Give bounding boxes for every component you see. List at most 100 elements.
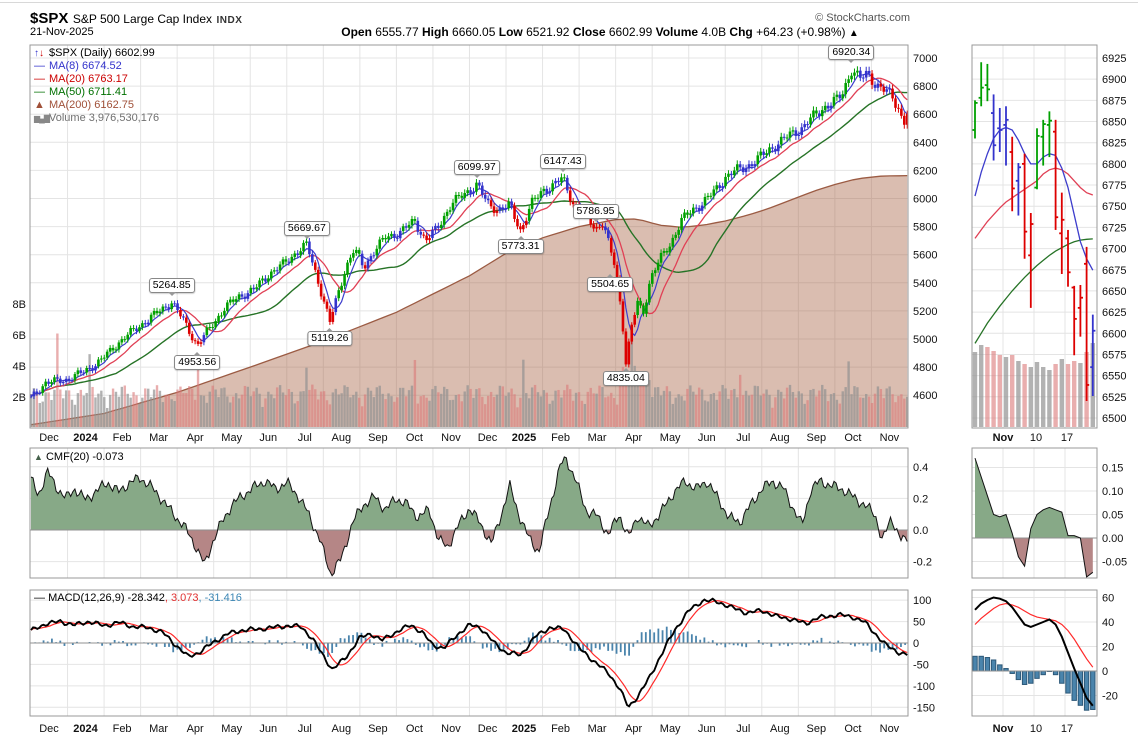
macd-histogram-bar bbox=[594, 643, 597, 649]
mini-price-axis-label: 6925 bbox=[1102, 53, 1126, 65]
volume-bar bbox=[859, 397, 862, 427]
candle-body bbox=[744, 168, 748, 173]
volume-bar bbox=[64, 390, 68, 427]
macd-histogram-bar bbox=[1021, 670, 1028, 685]
month-label: 2025 bbox=[512, 723, 536, 735]
volume-bar bbox=[290, 391, 294, 427]
candle-body bbox=[463, 193, 467, 198]
candle-body bbox=[293, 253, 297, 257]
macd-histogram-bar bbox=[828, 641, 831, 643]
volume-bar bbox=[527, 398, 531, 427]
price-axis-label: 6000 bbox=[913, 194, 937, 206]
candle-body bbox=[281, 259, 285, 265]
mini-cmf-axis-label: 0.15 bbox=[1102, 463, 1123, 475]
macd-histogram-bar bbox=[552, 641, 555, 643]
candle-body bbox=[712, 189, 716, 196]
volume-bar bbox=[355, 391, 358, 427]
candle-body bbox=[278, 264, 282, 271]
volume-bar bbox=[161, 402, 165, 427]
volume-bar bbox=[498, 385, 502, 427]
candle-body bbox=[492, 206, 496, 213]
candle-body bbox=[768, 147, 771, 154]
volume-bar bbox=[141, 397, 144, 427]
candle-body bbox=[580, 209, 584, 211]
volume-bar bbox=[437, 392, 440, 427]
volume-bar bbox=[903, 398, 906, 427]
macd-histogram-bar bbox=[690, 634, 693, 643]
candle-body bbox=[32, 391, 36, 397]
mini-volume-bar bbox=[1034, 362, 1040, 427]
volume-bar bbox=[425, 397, 428, 427]
candle-body bbox=[829, 105, 833, 109]
macd-histogram-bar bbox=[586, 643, 589, 650]
volume-bar bbox=[481, 396, 484, 427]
macd-histogram-bar bbox=[653, 632, 656, 643]
macd-histogram-bar bbox=[837, 640, 840, 643]
volume-bar bbox=[132, 392, 135, 427]
month-label: Sep bbox=[807, 432, 827, 444]
candle-body bbox=[668, 246, 672, 253]
volume-bars-icon: ▆▄▇ bbox=[34, 114, 50, 123]
mini-price-axis-label: 6650 bbox=[1102, 286, 1126, 298]
month-label: Jul bbox=[298, 432, 312, 444]
macd-histogram-bar bbox=[414, 643, 417, 645]
volume-bar bbox=[794, 397, 798, 427]
mini-price-axis-label: 6700 bbox=[1102, 244, 1126, 256]
month-label: Sep bbox=[368, 723, 388, 735]
macd-histogram-bar bbox=[674, 629, 677, 643]
macd-histogram-bar bbox=[678, 633, 681, 643]
candle-body bbox=[97, 359, 100, 367]
macd-histogram-bar bbox=[984, 657, 991, 672]
volume-bar bbox=[812, 388, 815, 427]
mini-volume-bar bbox=[1010, 355, 1015, 427]
candle-body bbox=[369, 256, 373, 261]
candle-body bbox=[888, 88, 891, 90]
macd-histogram-bar bbox=[657, 628, 660, 643]
month-label: Oct bbox=[844, 723, 861, 735]
candle-body bbox=[132, 328, 135, 330]
volume-bar bbox=[589, 387, 592, 427]
candle-body bbox=[844, 83, 847, 95]
price-axis-label: 5800 bbox=[913, 222, 937, 234]
macd-histogram-bar bbox=[1015, 670, 1022, 681]
symbol: $SPX bbox=[30, 10, 69, 27]
volume-bar bbox=[586, 391, 590, 427]
candle-body bbox=[683, 212, 686, 218]
candle-body bbox=[264, 278, 267, 282]
macd-histogram-bar bbox=[42, 640, 45, 643]
volume-bar bbox=[190, 388, 194, 427]
volume-bar bbox=[246, 386, 250, 427]
candle-body bbox=[56, 377, 59, 379]
volume-bar bbox=[569, 389, 572, 427]
volume-bar bbox=[413, 359, 417, 427]
candle-body bbox=[694, 207, 698, 209]
volume-bar bbox=[533, 384, 537, 427]
macd-legend: — MACD(12,26,9) -28.342, 3.073, -31.416 bbox=[34, 592, 242, 604]
candle-body bbox=[401, 226, 405, 231]
price-axis-label: 7000 bbox=[913, 53, 937, 65]
volume-bar bbox=[396, 397, 399, 427]
macd-histogram-bar bbox=[1071, 670, 1077, 701]
candle-body bbox=[900, 108, 903, 116]
macd-histogram-bar bbox=[276, 640, 279, 643]
candle-body bbox=[255, 287, 258, 290]
volume-bar bbox=[706, 401, 710, 427]
cmf-negative-area bbox=[31, 530, 908, 576]
volume-bar bbox=[443, 386, 446, 427]
candle-body bbox=[527, 208, 531, 221]
macd-histogram-bar bbox=[490, 643, 492, 651]
macd-axis-label: 50 bbox=[913, 617, 925, 629]
candle-body bbox=[448, 210, 452, 212]
volume-bar bbox=[841, 391, 844, 427]
macd-histogram-bar bbox=[268, 640, 271, 643]
volume-bar bbox=[668, 391, 672, 427]
candle-body bbox=[563, 177, 566, 179]
volume-bar bbox=[700, 389, 704, 427]
candle-body bbox=[747, 164, 751, 169]
volume-bar bbox=[492, 396, 496, 427]
candle-body bbox=[284, 259, 288, 262]
volume-bar bbox=[595, 393, 598, 427]
macd-histogram-bar bbox=[126, 643, 129, 647]
volume-bar bbox=[486, 395, 490, 427]
